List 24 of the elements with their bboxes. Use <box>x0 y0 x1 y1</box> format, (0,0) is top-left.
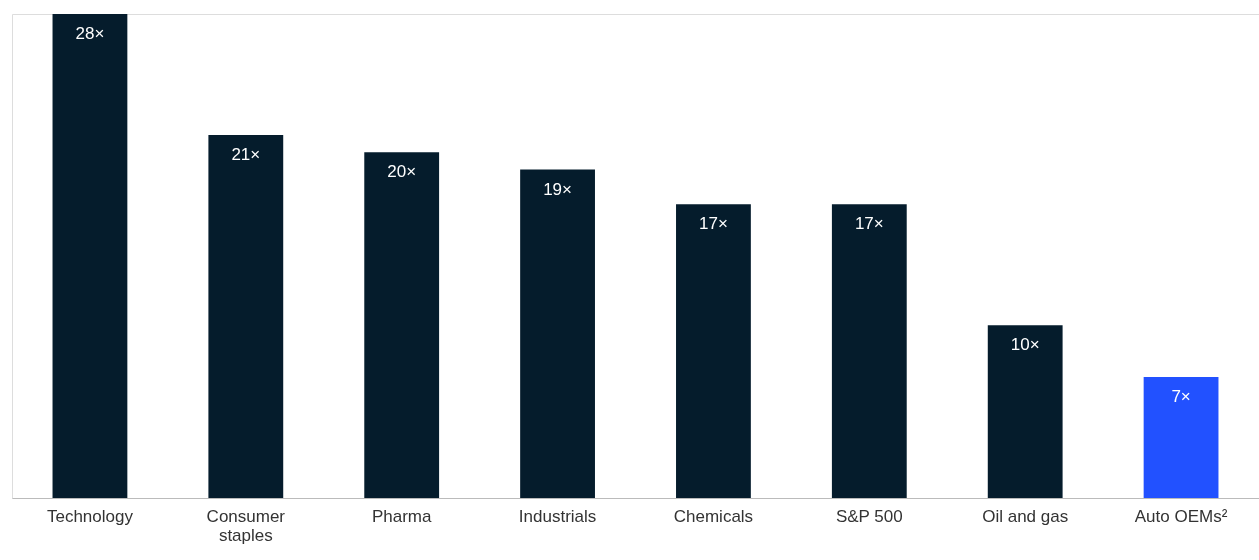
data-label: 17× <box>699 214 728 234</box>
data-label: 7× <box>1171 387 1191 406</box>
x-tick-label: Technology <box>46 506 134 526</box>
data-label: 20× <box>387 162 417 182</box>
x-tick-label: Chemicals <box>673 506 754 526</box>
bar <box>1143 377 1219 498</box>
bar <box>208 135 284 498</box>
x-tick-label: Oil and gas <box>982 506 1069 526</box>
data-label: 17× <box>854 214 884 234</box>
data-label: 19× <box>543 179 572 199</box>
x-tick-label: Pharma <box>371 506 432 526</box>
bar <box>831 204 907 498</box>
bar <box>520 169 595 498</box>
bar <box>987 325 1063 498</box>
x-tick-label: Industrials <box>518 506 597 526</box>
bar <box>364 152 440 498</box>
x-tick-label: S&P 500 <box>835 506 903 526</box>
x-tick-label: Consumer staples <box>206 506 286 545</box>
data-label: 10× <box>1010 335 1040 355</box>
data-label: 28× <box>75 24 105 43</box>
data-label: 21× <box>231 145 261 164</box>
bar <box>676 204 751 498</box>
bar <box>52 14 128 498</box>
x-tick-label: Auto OEMs² <box>1134 506 1228 526</box>
